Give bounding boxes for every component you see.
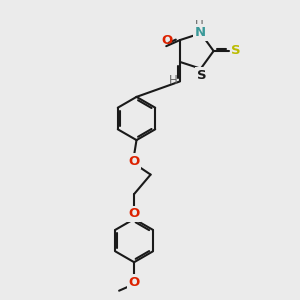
Text: N: N	[195, 26, 206, 39]
Text: O: O	[128, 275, 140, 289]
Text: S: S	[231, 44, 241, 58]
Text: H: H	[169, 74, 178, 87]
Text: O: O	[128, 207, 140, 220]
Text: O: O	[128, 155, 140, 168]
Text: H: H	[195, 19, 204, 32]
Text: O: O	[161, 34, 172, 47]
Text: S: S	[197, 69, 206, 82]
